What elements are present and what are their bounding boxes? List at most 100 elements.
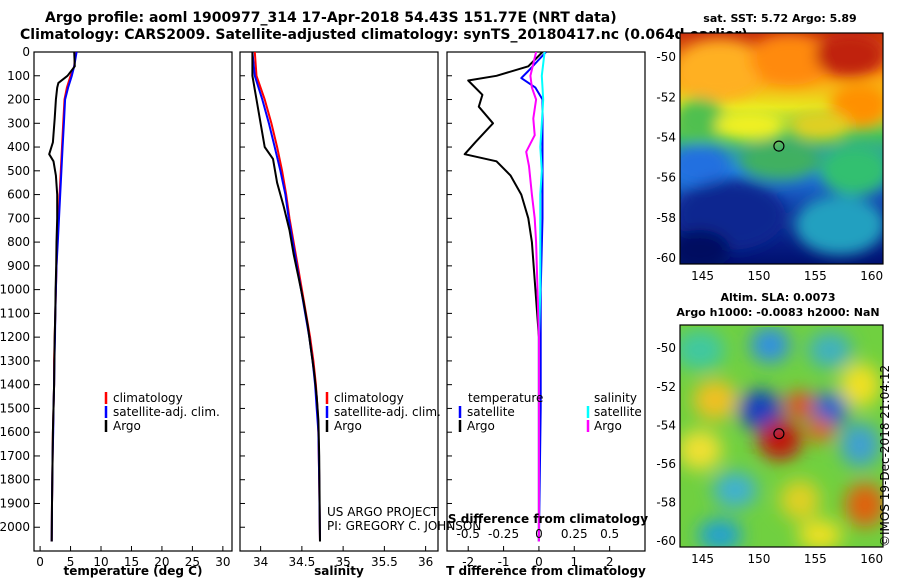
x-tick-label: 35	[335, 555, 350, 569]
x-tick-label: 1	[570, 555, 578, 569]
x-tick-label: 20	[154, 555, 169, 569]
map-lat-label: -50	[656, 50, 676, 64]
credit-project: US ARGO PROJECT	[327, 505, 439, 519]
map-lon-label: 150	[747, 269, 770, 283]
legend-label-satellite: satellite-adj. clim.	[334, 405, 441, 419]
depth-tick-label: 500	[7, 164, 30, 178]
legend-label-satellite: satellite-adj. clim.	[113, 405, 220, 419]
series-line-salinity-argo	[525, 52, 540, 542]
legend-label-argo: Argo	[113, 419, 141, 433]
map-lon-label: 150	[747, 552, 770, 566]
depth-tick-label: 2000	[0, 520, 30, 534]
x-axis-ticks: 0 5 10 15 20 25 30 34 34.5 35 35.5 36 -2 -1 0 1 2 -0.5 -0.…	[36, 527, 619, 569]
credit-pi: PI: GREGORY C. JOHNSON	[327, 519, 481, 533]
map-lat-label: -52	[656, 90, 676, 104]
x-tick-label: -2	[462, 555, 474, 569]
series-line-temperature-argo	[463, 52, 544, 542]
map-lat-label: -54	[656, 418, 676, 432]
series-line-argo	[251, 52, 321, 542]
salinity-series	[251, 52, 321, 542]
series-line-argo	[48, 52, 76, 542]
figure-title-line1: Argo profile: aoml 1900977_314 17-Apr-20…	[45, 10, 617, 26]
sla-map-title-line1: Altim. SLA: 0.0073	[720, 291, 835, 304]
depth-tick-label: 400	[7, 140, 30, 154]
legend-title-temperature: temperature	[468, 391, 543, 405]
x-tick-label: 34	[253, 555, 268, 569]
depth-tick-label: 700	[7, 211, 30, 225]
depth-tick-label: 0	[22, 45, 30, 59]
map-lat-label: -58	[656, 496, 676, 510]
sla-map-field	[680, 327, 883, 547]
temperature-panel-frame	[33, 51, 233, 552]
sst-map-field	[680, 33, 883, 264]
sla-map	[680, 325, 883, 547]
legend-label-climatology: climatology	[334, 391, 404, 405]
map-lon-label: 145	[691, 269, 714, 283]
argo-position-marker	[773, 428, 785, 440]
depth-tick-label: 1300	[0, 354, 30, 368]
depth-tick-label: 1800	[0, 473, 30, 487]
salinity-legend: climatology satellite-adj. clim. Argo	[325, 391, 441, 433]
temperature-xlabel: temperature (deg C)	[64, 564, 203, 578]
x-tick-label-s: 0.5	[600, 527, 619, 541]
map-lat-label: -60	[656, 251, 676, 265]
x-tick-label: 35.5	[371, 555, 398, 569]
depth-tick-label: 1100	[0, 306, 30, 320]
sst-map-frame	[679, 32, 884, 265]
depth-tick-label: 1200	[0, 330, 30, 344]
depth-tick-label: 1700	[0, 449, 30, 463]
depth-tick-label: 800	[7, 235, 30, 249]
legend-label-salinity-argo: Argo	[594, 419, 622, 433]
sst-map	[680, 33, 883, 264]
legend-label-temperature-satellite: satellite	[467, 405, 515, 419]
legend-label-temperature-argo: Argo	[467, 419, 495, 433]
depth-tick-label: 300	[7, 116, 30, 130]
difference-xlabel-salinity: S difference from climatology	[448, 512, 648, 526]
x-tick-label-s: 0	[535, 527, 543, 541]
difference-xlabel-temperature: T difference from climatology	[446, 564, 646, 578]
depth-tick-label: 1000	[0, 283, 30, 297]
depth-tick-label: 900	[7, 259, 30, 273]
map-lat-label: -56	[656, 457, 676, 471]
sla-map-title-line2: Argo h1000: -0.0083 h2000: NaN	[676, 306, 879, 319]
legend-label-argo: Argo	[334, 419, 362, 433]
map-lat-label: -58	[656, 211, 676, 225]
x-tick-label-s: -0.5	[457, 527, 480, 541]
map-lat-label: -50	[656, 341, 676, 355]
x-tick-label: 36	[418, 555, 433, 569]
difference-series	[463, 52, 547, 542]
depth-tick-label: 600	[7, 188, 30, 202]
map-lon-label: 155	[804, 269, 827, 283]
legend-title-salinity: salinity	[594, 391, 637, 405]
x-tick-label: 34.5	[289, 555, 316, 569]
map-lon-label: 145	[691, 552, 714, 566]
legend-label-salinity-satellite: satellite	[594, 405, 642, 419]
salinity-xlabel: salinity	[314, 564, 364, 578]
x-tick-label-s: -0.25	[488, 527, 519, 541]
temperature-series	[48, 52, 78, 542]
difference-panel-frame	[446, 51, 646, 552]
map-lon-label: 155	[804, 552, 827, 566]
depth-tick-label: 1600	[0, 425, 30, 439]
imos-stamp: ©IMOS 19-Dec-2018 21:04:12	[878, 365, 892, 547]
map-axes: 145 150 155 160 -50 -52 -54 -56 -58 -60 145 150 155 1…	[656, 50, 883, 566]
x-tick-label: 15	[124, 555, 139, 569]
x-tick-label: 5	[67, 555, 75, 569]
map-lon-label: 160	[860, 552, 883, 566]
x-tick-label: 2	[606, 555, 614, 569]
map-lon-label: 160	[860, 269, 883, 283]
depth-tick-label: 1900	[0, 496, 30, 510]
depth-axis: 0 100 200 300 400 500 600 700 800 900 1000 1100 1200…	[0, 45, 452, 534]
sst-map-title: sat. SST: 5.72 Argo: 5.89	[703, 12, 856, 25]
depth-tick-label: 1500	[0, 401, 30, 415]
x-tick-label: 0	[36, 555, 44, 569]
map-lat-label: -56	[656, 171, 676, 185]
x-tick-label-s: 0.25	[561, 527, 588, 541]
x-tick-label: -1	[498, 555, 510, 569]
legend-label-climatology: climatology	[113, 391, 183, 405]
map-markers	[773, 140, 785, 440]
map-lat-label: -60	[656, 534, 676, 548]
x-tick-label: 10	[93, 555, 108, 569]
map-lat-label: -54	[656, 130, 676, 144]
